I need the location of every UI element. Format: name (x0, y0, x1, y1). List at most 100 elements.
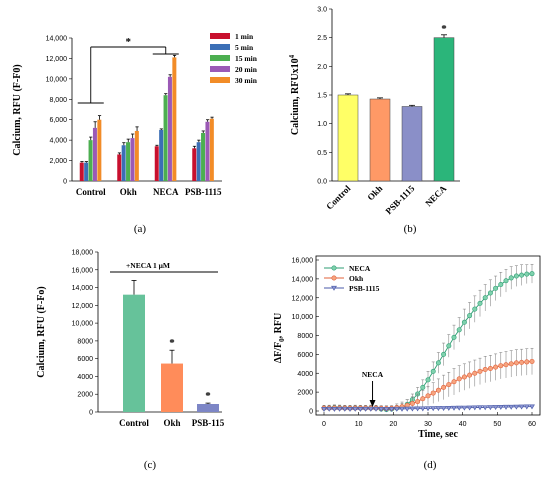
chart-d-point (487, 366, 493, 372)
chart-b-y-tick-label: 0.0 (317, 179, 327, 186)
chart-a-bar (92, 127, 97, 181)
chart-d-point (420, 384, 426, 390)
chart-b-y-tick-label: 1.5 (317, 93, 327, 100)
chart-a-bar (88, 140, 93, 181)
chart-a-bar (134, 130, 139, 181)
chart-d-point (461, 374, 467, 380)
chart-d-point (508, 404, 515, 410)
chart-d-point (466, 405, 473, 411)
chart-d-point (435, 406, 442, 412)
chart-a-y-tick-label: 8,000 (49, 97, 67, 104)
chart-a-significance: * (126, 36, 132, 48)
chart-d-point (477, 300, 483, 306)
chart-d-point (529, 271, 535, 277)
chart-d-point (487, 290, 493, 296)
chart-d-point (518, 404, 525, 410)
chart-d-y-tick-label: 4000 (297, 371, 313, 378)
chart-d-point (362, 406, 369, 412)
chart-a-bar (79, 162, 84, 181)
chart-a-legend-label: 5 min (235, 43, 254, 52)
chart-a-x-tick-label: Control (76, 187, 106, 197)
chart-b-bar (433, 37, 455, 182)
chart-d-point (357, 407, 364, 412)
chart-d-legend-label: Okh (349, 274, 364, 283)
chart-b-x-tick-label: Okh (365, 183, 384, 202)
chart-c: 0 2000 4000 6000 8000 10,000 12,000 14,000 16,00… (36, 250, 225, 472)
chart-d-point (430, 390, 436, 396)
chart-d-point (414, 406, 421, 412)
chart-d-point (419, 406, 426, 412)
chart-d-point (482, 366, 488, 372)
chart-a-legend-label: 15 min (235, 54, 258, 63)
chart-c-y-tick-label: 16,000 (72, 267, 94, 274)
chart-a-bar (163, 95, 168, 181)
chart-b-panel-label: (b) (404, 223, 417, 235)
chart-d-point (441, 384, 447, 390)
chart-b-bar (337, 94, 359, 182)
chart-d-x-tick-label: 30 (424, 421, 432, 428)
chart-d-point (393, 406, 400, 412)
chart-d-point (367, 406, 374, 412)
chart-a-legend-swatch (210, 55, 230, 61)
chart-d-point (498, 363, 504, 369)
chart-c-y-tick-label: 14,000 (72, 285, 94, 292)
chart-a-legend-swatch (210, 66, 230, 72)
chart-d-legend-label: PSB-1115 (349, 284, 380, 293)
chart-d-point (524, 359, 530, 365)
chart-d-point (472, 370, 478, 376)
chart-d-point (482, 405, 489, 411)
chart-b-bar (369, 98, 391, 182)
chart-d-point (492, 405, 499, 411)
chart-d-x-tick-label: 0 (322, 421, 326, 428)
chart-d-point (404, 406, 411, 412)
chart-d-point (352, 406, 359, 412)
chart-d-point (430, 368, 436, 374)
chart-d-y-tick-label: 12,000 (292, 295, 314, 302)
chart-a-legend-label: 30 min (235, 76, 258, 85)
chart-d-point (456, 376, 462, 382)
chart-b-significance: * (441, 23, 447, 35)
chart-d-point (503, 362, 509, 368)
chart-b-y-label: Calcium, RFUx104 (288, 54, 301, 135)
chart-a-y-tick-label: 10,000 (46, 76, 68, 83)
chart-a-bar (84, 162, 89, 181)
chart-a-y-tick-label: 12,000 (46, 56, 68, 63)
chart-a-bar (97, 119, 102, 181)
chart-d-point (445, 405, 452, 411)
chart-b-bar (401, 106, 423, 182)
chart-c-bar (123, 294, 145, 412)
chart-b-x-tick-label: NECA (423, 183, 448, 208)
chart-d-x-tick-label: 50 (493, 421, 501, 428)
chart-a-bar (126, 142, 131, 181)
chart-d-point (331, 407, 338, 412)
chart-c-y-label: Calcium, RFU (F-Fo) (36, 286, 47, 377)
chart-d-point (435, 360, 441, 366)
chart-d-point (341, 406, 348, 412)
chart-c-panel-label: (c) (144, 459, 157, 471)
chart-d-point (477, 405, 483, 411)
chart-d-point (508, 275, 514, 281)
chart-d-point (409, 406, 416, 412)
chart-a-y-tick-label: 6,000 (49, 117, 67, 124)
chart-a-bar (192, 148, 197, 181)
chart-d-point (513, 404, 520, 410)
chart-c-significance: * (205, 390, 211, 402)
chart-d-legend-label: NECA (349, 264, 371, 273)
chart-a-bar (154, 146, 159, 181)
chart-c-y-tick-label: 0 (89, 410, 93, 417)
chart-c-y-tick-label: 2000 (77, 392, 93, 399)
chart-d-arrow-label: NECA (362, 370, 384, 379)
chart-d-x-tick-label: 20 (389, 421, 397, 428)
chart-b-y-tick-label: 2.5 (317, 35, 327, 42)
chart-a-y-tick-label: 0 (63, 179, 67, 186)
chart-a-x-tick-label: PSB-1115 (185, 187, 222, 197)
chart-d-point (456, 405, 463, 411)
chart-a-legend-label: 1 min (235, 32, 254, 41)
chart-a-y-tick-label: 14,000 (46, 36, 68, 43)
chart-d-point (441, 351, 447, 357)
chart-a-panel-label: (a) (134, 223, 147, 235)
chart-d-point (435, 387, 441, 393)
chart-d-point (446, 382, 452, 388)
chart-d-x-tick-label: 60 (528, 421, 536, 428)
